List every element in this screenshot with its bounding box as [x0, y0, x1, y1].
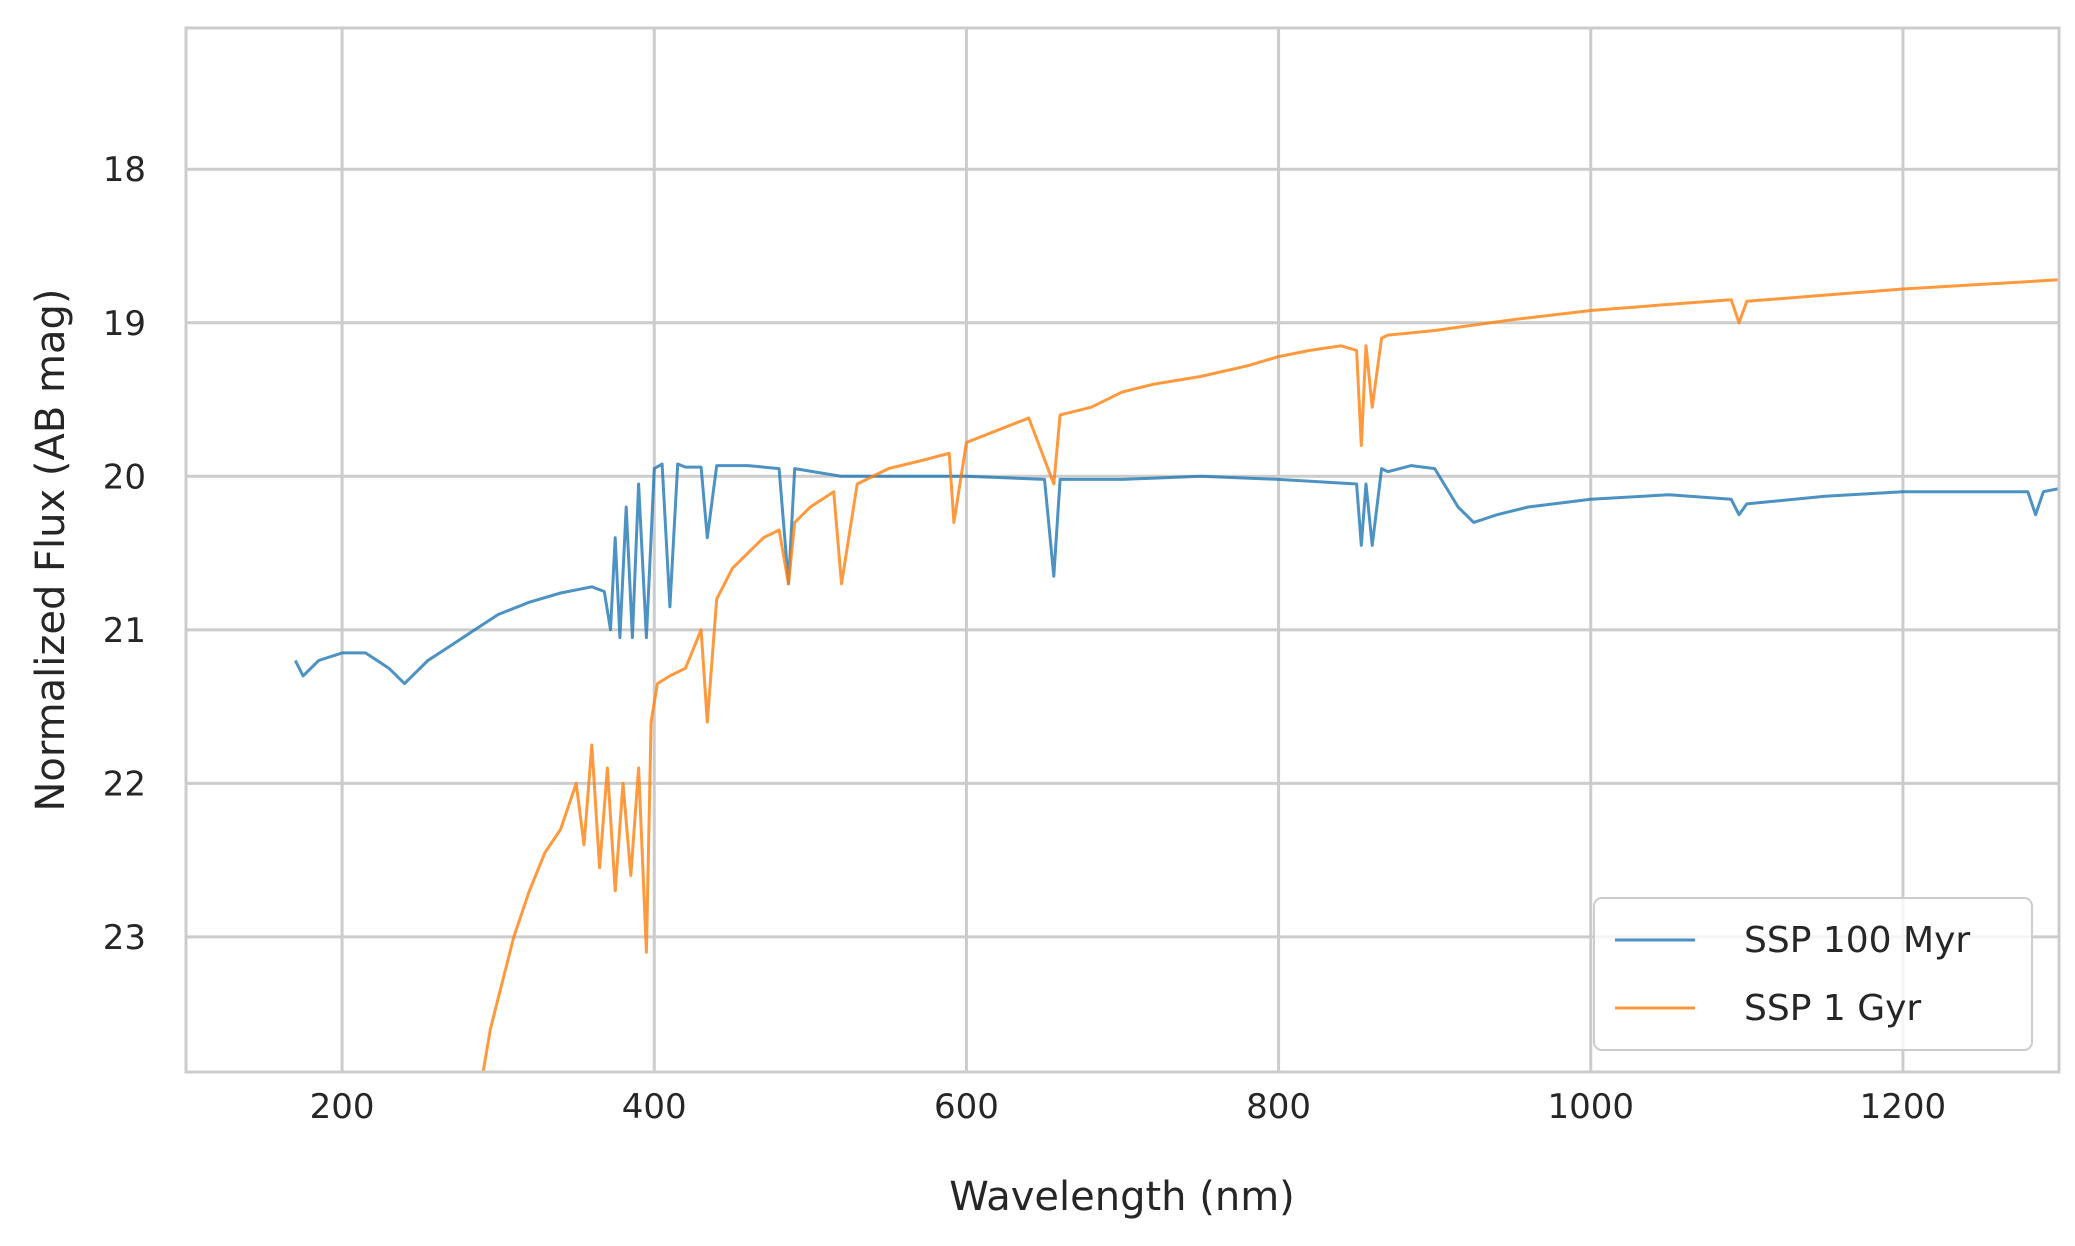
- series-line-ssp-1-gyr: [481, 278, 2059, 1072]
- y-tick-label: 21: [103, 611, 146, 651]
- y-tick-label: 23: [103, 918, 146, 958]
- series-layer: [293, 278, 2059, 1072]
- y-axis-label: Normalized Flux (AB mag): [28, 288, 74, 811]
- y-tick-label: 22: [103, 764, 146, 804]
- x-tick-label: 600: [934, 1087, 999, 1127]
- y-tick-label: 20: [103, 457, 146, 497]
- y-tick-label: 18: [103, 150, 146, 190]
- x-axis-label: Wavelength (nm): [949, 1174, 1295, 1220]
- legend-box: [1593, 897, 2033, 1051]
- x-tick-label: 1200: [1860, 1087, 1947, 1127]
- x-tick-label: 800: [1246, 1087, 1311, 1127]
- legend: SSP 100 Myr SSP 1 Gyr: [1593, 897, 2033, 1051]
- legend-label-ssp-1-gyr: SSP 1 Gyr: [1744, 988, 1921, 1029]
- grid-lines: [186, 28, 2059, 1072]
- plot-frame: [184, 26, 2061, 1074]
- legend-label-ssp-100-myr: SSP 100 Myr: [1744, 920, 1970, 961]
- x-tick-labels: 200 400 600 800 1000 1200: [310, 1087, 1947, 1127]
- series-line-ssp-100-myr: [293, 462, 2059, 686]
- x-tick-label: 200: [310, 1087, 375, 1127]
- x-tick-label: 1000: [1547, 1087, 1634, 1127]
- y-tick-labels: 18 19 20 21 22 23: [103, 150, 146, 958]
- x-tick-label: 400: [622, 1087, 687, 1127]
- y-tick-label: 19: [103, 304, 146, 344]
